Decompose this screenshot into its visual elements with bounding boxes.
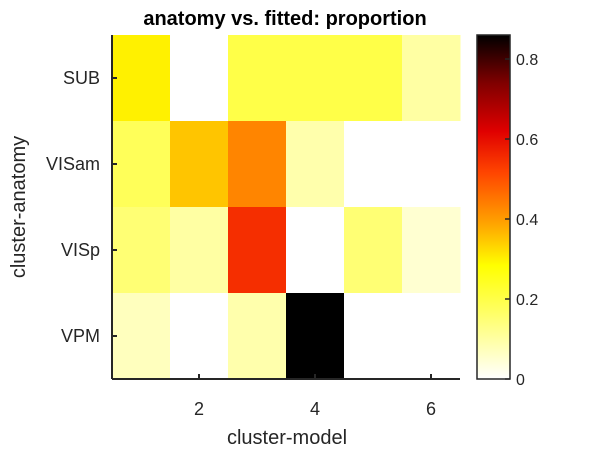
heatmap-cell [344, 121, 403, 208]
heatmap-cell [112, 293, 171, 380]
heatmap-cell [170, 35, 229, 122]
heatmap-cell [170, 207, 229, 294]
x-tick-label: 6 [426, 399, 436, 419]
axes: SUB VISam VISp VPM 2 4 6 [46, 35, 460, 419]
y-tick-label: SUB [63, 68, 100, 88]
heatmap-cell [228, 207, 287, 294]
heatmap-cell [170, 293, 229, 380]
heatmap-cell [402, 121, 461, 208]
heatmap-cell [402, 293, 461, 380]
y-tick-label: VISam [46, 154, 100, 174]
x-tick-label: 4 [310, 399, 320, 419]
heatmap-cell [112, 121, 171, 208]
heatmap-cell [112, 35, 171, 122]
colorbar-tick-label: 0.6 [516, 132, 538, 149]
colorbar-tick-label: 0.2 [516, 292, 538, 309]
heatmap-cell [402, 207, 461, 294]
heatmap-cell [344, 35, 403, 122]
heatmap-cell [344, 293, 403, 380]
heatmap-cell [228, 35, 287, 122]
y-tick-label: VISp [61, 240, 100, 260]
heatmap-cell [344, 207, 403, 294]
x-axis-label: cluster-model [227, 427, 347, 449]
heatmap-cells [112, 35, 461, 380]
heatmap-cell [112, 207, 171, 294]
heatmap-cell [170, 121, 229, 208]
heatmap-cell [286, 121, 345, 208]
heatmap-cell [286, 35, 345, 122]
y-tick-label: VPM [61, 326, 100, 346]
y-axis-label: cluster-anatomy [8, 136, 30, 278]
colorbar-tick-label: 0.8 [516, 52, 538, 69]
heatmap-cell [286, 293, 345, 380]
colorbar [476, 34, 511, 380]
colorbar-ticks: 0 0.2 0.4 0.6 0.8 [505, 52, 538, 389]
heatmap-cell [402, 35, 461, 122]
heatmap-cell [228, 293, 287, 380]
chart-title: anatomy vs. fitted: proportion [143, 8, 426, 30]
colorbar-tick-label: 0.4 [516, 212, 538, 229]
heatmap-cell [228, 121, 287, 208]
x-tick-label: 2 [194, 399, 204, 419]
heatmap-cell [286, 207, 345, 294]
colorbar-tick-label: 0 [516, 372, 525, 389]
